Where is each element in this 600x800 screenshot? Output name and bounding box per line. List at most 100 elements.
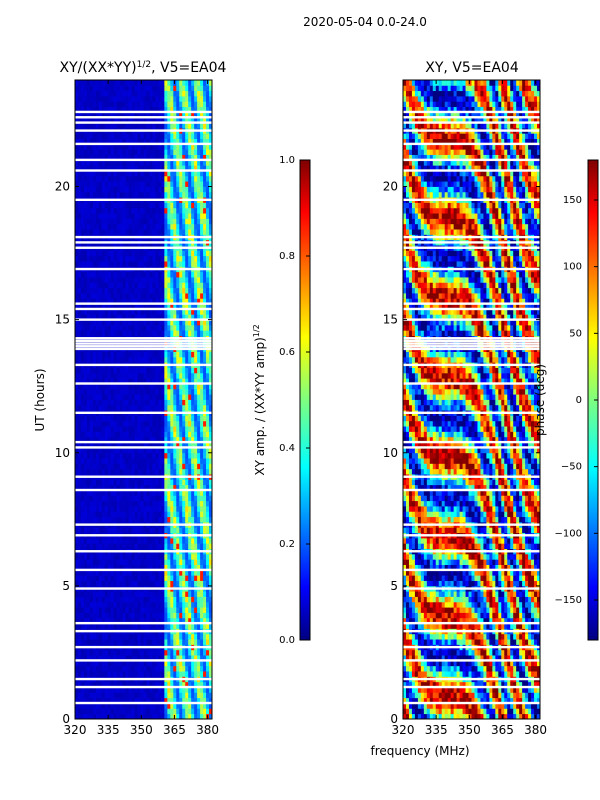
heatmap-cell xyxy=(89,255,94,262)
heatmap-cell xyxy=(155,383,159,390)
heatmap-cell xyxy=(152,543,156,549)
heatmap-cell xyxy=(95,564,100,571)
heatmap-cell xyxy=(182,154,186,161)
heatmap-cell xyxy=(164,314,168,321)
heatmap-cell xyxy=(89,692,94,699)
heatmap-cell xyxy=(209,372,213,379)
heatmap-cell xyxy=(158,697,162,704)
heatmap-cell xyxy=(128,633,132,640)
heatmap-cell xyxy=(101,308,106,315)
heatmap-cell xyxy=(92,575,97,581)
heatmap-cell xyxy=(131,660,135,667)
heatmap-cell xyxy=(164,218,168,225)
heatmap-cell xyxy=(77,186,82,193)
heatmap-cell xyxy=(167,308,171,315)
heatmap-cell xyxy=(80,159,85,166)
heatmap-cell xyxy=(92,282,97,289)
heatmap-cell xyxy=(101,143,106,150)
heatmap-cell xyxy=(158,516,162,523)
heatmap-cell xyxy=(107,713,112,720)
heatmap-cell xyxy=(164,223,168,230)
heatmap-cell xyxy=(197,713,201,720)
heatmap-cell xyxy=(164,372,168,379)
heatmap-cell xyxy=(113,569,118,576)
heatmap-cell xyxy=(191,372,195,379)
heatmap-cell xyxy=(179,569,183,576)
heatmap-cell xyxy=(104,277,109,283)
heatmap-cell xyxy=(128,463,132,470)
heatmap-cell xyxy=(152,649,156,656)
heatmap-cell xyxy=(116,617,121,624)
heatmap-cell xyxy=(194,229,198,235)
heatmap-cell xyxy=(140,591,144,597)
heatmap-cell xyxy=(146,426,150,432)
heatmap-cell xyxy=(182,692,186,699)
heatmap-cell xyxy=(197,623,201,629)
heatmap-cell xyxy=(146,149,150,155)
heatmap-cell xyxy=(101,282,106,289)
heatmap-cell xyxy=(80,404,85,411)
heatmap-cell xyxy=(83,665,88,672)
heatmap-cell xyxy=(143,143,147,150)
heatmap-cell xyxy=(77,713,82,720)
heatmap-cell xyxy=(89,207,94,214)
heatmap-cell xyxy=(203,404,207,411)
heatmap-cell xyxy=(209,463,213,470)
heatmap-cell xyxy=(131,287,135,294)
heatmap-cell xyxy=(143,314,147,321)
heatmap-cell xyxy=(92,655,97,661)
heatmap-cell xyxy=(92,617,97,624)
heatmap-cell xyxy=(194,575,198,581)
heatmap-cell xyxy=(167,580,171,587)
heatmap-cell xyxy=(92,319,97,326)
heatmap-cell xyxy=(80,298,85,305)
heatmap-cell xyxy=(131,282,135,289)
heatmap-cell xyxy=(164,175,168,182)
heatmap-cell xyxy=(155,479,159,486)
heatmap-cell xyxy=(119,165,124,171)
heatmap-cell xyxy=(158,351,162,358)
heatmap-cell xyxy=(191,415,195,422)
heatmap-cell xyxy=(80,479,85,486)
heatmap-cell xyxy=(116,149,121,155)
heatmap-cell xyxy=(75,687,79,693)
heatmap-cell xyxy=(134,703,138,709)
heatmap-cell xyxy=(134,394,138,400)
heatmap-cell xyxy=(203,383,207,390)
heatmap-cell xyxy=(80,681,85,688)
heatmap-cell xyxy=(134,293,138,299)
heatmap-cell xyxy=(134,303,138,310)
heatmap-cell xyxy=(101,330,106,336)
heatmap-cell xyxy=(92,420,97,427)
heatmap-cell xyxy=(155,165,159,171)
heatmap-cell xyxy=(95,692,100,699)
heatmap-cell xyxy=(158,442,162,448)
heatmap-cell xyxy=(86,431,91,438)
heatmap-cell xyxy=(98,553,103,560)
heatmap-cell xyxy=(75,186,79,193)
heatmap-cell xyxy=(152,564,156,571)
heatmap-cell xyxy=(161,447,165,454)
heatmap-cell xyxy=(176,687,180,693)
heatmap-cell xyxy=(131,261,135,267)
heatmap-cell xyxy=(194,431,198,438)
heatmap-cell xyxy=(149,186,153,193)
heatmap-cell xyxy=(83,687,88,693)
heatmap-cell xyxy=(206,596,210,603)
heatmap-cell xyxy=(206,181,210,187)
heatmap-cell xyxy=(155,495,159,502)
heatmap-cell xyxy=(191,660,195,667)
heatmap-cell xyxy=(128,175,132,182)
heatmap-cell xyxy=(149,229,153,235)
heatmap-cell xyxy=(197,511,201,518)
heatmap-cell xyxy=(200,703,204,709)
heatmap-cell xyxy=(170,500,174,507)
heatmap-cell xyxy=(119,681,124,688)
heatmap-cell xyxy=(107,623,112,629)
heatmap-cell xyxy=(167,170,171,177)
heatmap-cell xyxy=(119,319,124,326)
heatmap-cell xyxy=(137,271,141,278)
heatmap-cell xyxy=(197,383,201,390)
heatmap-cell xyxy=(77,415,82,422)
heatmap-cell xyxy=(86,665,91,672)
